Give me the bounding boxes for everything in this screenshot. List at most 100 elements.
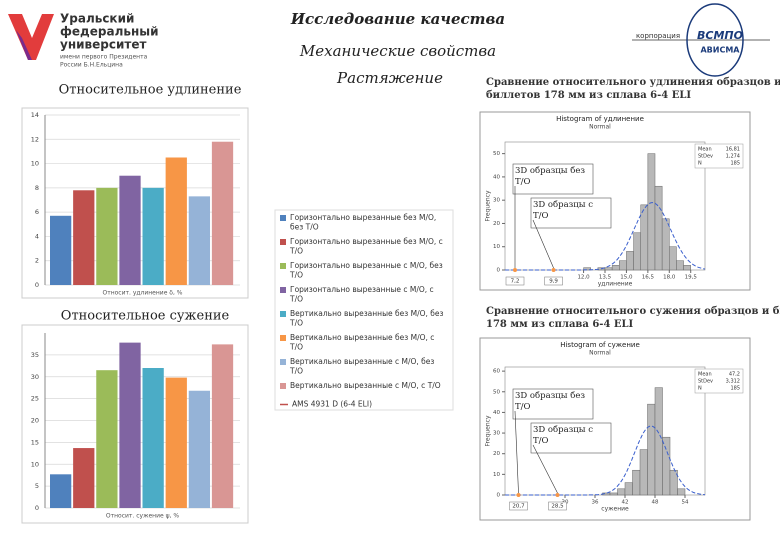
histogram-bar xyxy=(619,260,627,271)
y-tick-label: 40 xyxy=(493,410,500,416)
x-axis-label: удлинение xyxy=(598,281,633,288)
chart-title: Относительное удлинение xyxy=(59,83,242,98)
histogram-bar xyxy=(611,265,620,271)
bar xyxy=(50,215,72,285)
annotation: 3D образцы без Т/О xyxy=(515,165,585,187)
x-tick-label: 36 xyxy=(592,500,599,506)
x-tick-label: 18,0 xyxy=(663,275,676,281)
stats-box xyxy=(694,143,744,169)
logo-text: университет xyxy=(60,38,146,52)
y-tick-label: 2 xyxy=(35,257,39,265)
y-tick-label: 30 xyxy=(31,373,39,381)
y-tick-label: 10 xyxy=(493,244,500,250)
stats-value: 185 xyxy=(730,386,740,392)
histogram-bar xyxy=(583,267,591,271)
histogram-bar xyxy=(669,246,677,271)
x-tick-label: 48 xyxy=(652,500,659,506)
histogram-bar xyxy=(669,469,678,496)
x-tick-label: 19,5 xyxy=(685,275,698,281)
legend-swatch xyxy=(280,359,286,365)
sample-marker xyxy=(555,493,560,497)
y-tick-label: 12 xyxy=(31,135,39,143)
histogram-bar xyxy=(617,488,626,496)
stats-value: 1,274 xyxy=(726,154,740,160)
logo-mark-shade xyxy=(16,30,32,60)
chart-subtitle: Normal xyxy=(589,124,611,131)
bar xyxy=(188,390,211,508)
annotation: 3D образцы с Т/О xyxy=(533,199,593,221)
bar xyxy=(50,474,72,508)
y-axis-label: Frequency xyxy=(485,415,492,446)
legend-label: Горизонтально вырезанные с М/О, без Т/О xyxy=(289,261,443,280)
annotation-box xyxy=(530,422,612,454)
x-tick-label: 13,5 xyxy=(599,275,612,281)
y-tick-label: 30 xyxy=(493,198,500,204)
y-tick-label: 10 xyxy=(493,472,500,478)
stats-value: 185 xyxy=(730,161,740,167)
y-tick-label: 4 xyxy=(35,232,39,240)
y-tick-label: 0 xyxy=(35,504,39,512)
bar xyxy=(96,370,118,508)
annotation-pointer xyxy=(532,444,558,494)
chart-title: Относительное сужение xyxy=(61,309,230,324)
histogram-bar xyxy=(633,232,641,271)
y-tick-label: 50 xyxy=(493,151,500,157)
legend-swatch xyxy=(280,287,286,293)
annotation-box xyxy=(512,163,594,195)
logo-text: Уральский xyxy=(60,12,134,26)
normal-curve xyxy=(505,425,706,496)
bar xyxy=(165,157,187,285)
slide-subtitle: Растяжение xyxy=(336,69,443,87)
sample-marker xyxy=(551,268,556,272)
annotation: 3D образцы без Т/О xyxy=(515,390,585,412)
bar xyxy=(142,368,164,508)
y-tick-label: 10 xyxy=(31,460,39,468)
y-tick-label: 35 xyxy=(31,351,39,359)
logo-company-sub: АВИСМА xyxy=(700,46,740,55)
bar xyxy=(96,187,118,285)
marker-label-box xyxy=(548,501,567,511)
bar xyxy=(211,344,234,508)
y-tick-label: 0 xyxy=(497,493,501,499)
y-tick-label: 6 xyxy=(35,208,39,216)
legend-label: Горизонтально вырезанные с М/О, с Т/О xyxy=(289,285,434,304)
marker-label-box xyxy=(505,276,525,286)
annotation-pointer xyxy=(514,410,519,494)
y-tick-label: 50 xyxy=(493,389,500,395)
bar xyxy=(165,377,187,508)
sample-marker xyxy=(516,493,521,497)
legend-swatch xyxy=(280,215,286,221)
stats-name: N xyxy=(698,161,702,167)
y-tick-label: 20 xyxy=(31,417,39,425)
y-tick-label: 0 xyxy=(35,281,39,289)
y-tick-label: 10 xyxy=(31,160,39,168)
normal-curve xyxy=(505,202,706,271)
legend-frame xyxy=(274,209,454,411)
legend-label: AMS 4931 D (6-4 ELI) xyxy=(292,400,372,409)
bar xyxy=(142,187,164,285)
logo-ring xyxy=(686,3,744,77)
marker-label: 7,2 xyxy=(511,279,520,285)
y-tick-label: 5 xyxy=(35,482,39,490)
histogram-bar xyxy=(632,469,641,496)
legend-swatch xyxy=(280,239,286,245)
x-axis-label: сужение xyxy=(601,506,629,513)
bar xyxy=(73,448,95,508)
y-tick-label: 20 xyxy=(493,451,500,457)
annotation: 3D образцы с Т/О xyxy=(533,424,593,446)
y-tick-label: 40 xyxy=(493,174,500,180)
y-tick-label: 25 xyxy=(31,395,39,403)
legend-label: Вертикально вырезанные без М/О, без Т/О xyxy=(289,309,444,328)
marker-label-box xyxy=(509,501,528,511)
bar xyxy=(119,342,141,508)
marker-label-box xyxy=(544,276,563,286)
x-axis-label: Относит. сужение ψ, % xyxy=(106,513,179,520)
x-axis-label: Относит. удлинение δ, % xyxy=(103,290,183,297)
company-logo: корпорация ВСМПО АВИСМА xyxy=(632,3,770,77)
logo-mark xyxy=(8,14,54,60)
histogram-bar xyxy=(626,251,634,271)
y-tick-label: 0 xyxy=(497,268,501,274)
slide-title: Исследование качества xyxy=(290,10,505,28)
marker-label: 9,9 xyxy=(549,279,558,285)
stats-name: Mean xyxy=(698,372,712,378)
